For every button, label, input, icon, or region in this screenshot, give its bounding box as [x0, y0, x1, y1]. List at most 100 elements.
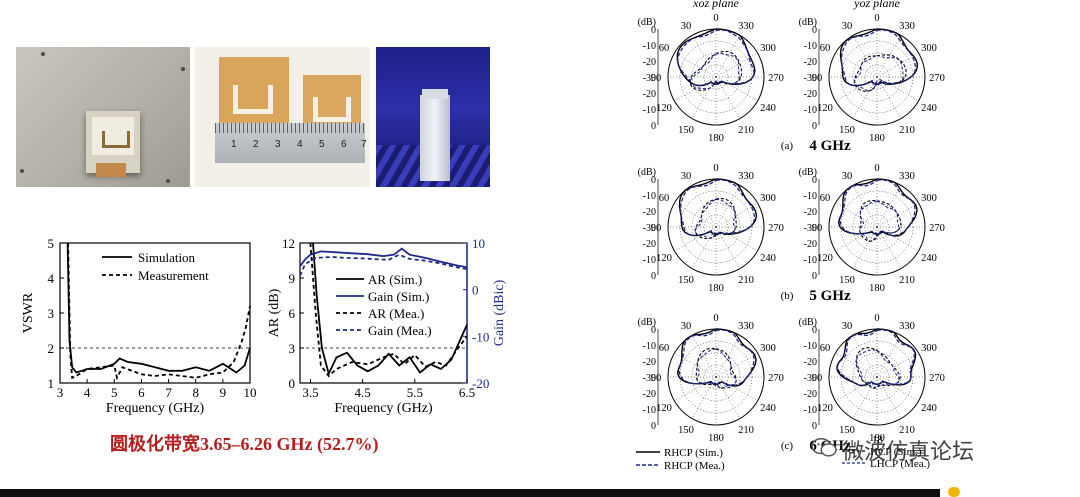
vswr-y-tick-label: 5: [48, 236, 55, 251]
polar-angle-label: 0: [874, 13, 879, 24]
polar-grid-circle: [840, 40, 914, 114]
polar-plot: 03303002702402101801501209060300-10-20-3…: [638, 163, 784, 294]
polar-spoke: [715, 376, 741, 419]
polar-angle-label: 330: [899, 171, 915, 182]
polar-spoke: [876, 226, 919, 252]
rhcp-sim-curve: [676, 28, 756, 87]
polar-grid-circle: [864, 64, 890, 90]
polar-grid-circle: [703, 214, 729, 240]
polar-grid-circle: [679, 190, 753, 264]
polar-angle-label: 330: [738, 171, 754, 182]
ar-series-line: [312, 242, 468, 377]
polar-radial-tick-label: -10: [804, 105, 817, 116]
polar-radial-tick-label: -20: [643, 357, 656, 368]
vswr-series-measurement: [67, 242, 251, 381]
polar-radial-tick-label: 0: [812, 271, 817, 282]
polar-radial-tick-label: -20: [643, 239, 656, 250]
polar-grid-circle: [667, 178, 765, 276]
polar-spoke: [674, 76, 717, 102]
mounting-hole: [20, 169, 24, 173]
polar-angle-label: 240: [760, 403, 776, 414]
vswr-x-tick-label: 10: [244, 385, 257, 400]
polar-radial-tick-label: -20: [643, 57, 656, 68]
polar-radial-tick-label: -30: [804, 373, 817, 384]
antenna-under-test: [422, 89, 448, 99]
polar-angle-label: 270: [929, 373, 945, 384]
polar-angle-label: 180: [708, 133, 724, 144]
polar-radial-tick-label: -10: [643, 255, 656, 266]
polar-angle-label: 60: [659, 193, 670, 204]
rhcp-sim-curve: [836, 328, 917, 387]
polar-radial-tick-label: 0: [812, 121, 817, 132]
polar-radial-tick-label: -30: [643, 223, 656, 234]
ar-x-tick-label: 3.5: [302, 385, 318, 400]
polar-angle-label: 300: [921, 193, 937, 204]
polar-radial-tick-label: 0: [812, 175, 817, 186]
polar-angle-label: 60: [820, 193, 831, 204]
polar-spoke: [852, 35, 878, 78]
vswr-series-simulation: [66, 242, 251, 374]
polar-spoke: [691, 185, 717, 228]
polar-spoke: [852, 185, 878, 228]
vswr-x-tick-label: 4: [84, 385, 91, 400]
polar-angle-label: 210: [899, 125, 915, 136]
vswr-legend-label: Measurement: [138, 268, 209, 283]
ar-legend-label: AR (Sim.): [368, 272, 422, 287]
rhcp-sim-curve: [678, 178, 758, 237]
ruler-number: 7: [361, 139, 367, 150]
polar-radial-tick-label: -10: [643, 105, 656, 116]
polar-angle-label: 300: [921, 343, 937, 354]
polar-spoke: [691, 76, 717, 119]
polar-grid-circle: [703, 64, 729, 90]
lhcp-mea-curve: [696, 348, 737, 389]
polar-radial-tick-label: 0: [812, 421, 817, 432]
pcb-slot: [313, 97, 351, 122]
polar-spoke: [691, 35, 717, 78]
polar-spoke: [715, 76, 741, 119]
polar-radial-tick-label: -10: [643, 341, 656, 352]
polar-angle-label: 300: [921, 43, 937, 54]
polar-angle-label: 240: [760, 103, 776, 114]
vswr-x-tick-label: 5: [111, 385, 118, 400]
polar-spoke: [876, 185, 902, 228]
pcb-with-ruler-photo: 1 2 3 4 5 6 7: [195, 47, 370, 187]
polar-angle-label: 60: [659, 343, 670, 354]
polar-spoke: [852, 335, 878, 378]
polar-legend-label: RHCP (Mea.): [664, 460, 725, 472]
polar-radial-tick-label: -10: [643, 191, 656, 202]
rhcp-mea-curve: [679, 179, 756, 237]
polar-angle-label: 210: [899, 275, 915, 286]
polar-angle-label: 0: [713, 13, 718, 24]
ar-plot-frame: [299, 242, 468, 384]
polar-spoke: [876, 35, 902, 78]
polar-grid-circle: [840, 340, 914, 414]
polar-angle-label: 30: [681, 171, 692, 182]
polar-radial-tick-label: -30: [643, 373, 656, 384]
polar-spoke: [876, 76, 902, 119]
polar-column-title: xoz plane: [692, 0, 739, 10]
polar-spoke: [876, 202, 919, 228]
polar-grid-circle: [703, 364, 729, 390]
polar-grid-circle: [852, 52, 902, 102]
lhcp-sim-curve: [695, 347, 737, 389]
polar-spoke: [715, 185, 741, 228]
polar-spoke: [715, 335, 741, 378]
polar-angle-label: 60: [820, 43, 831, 54]
ar-series-line: [299, 253, 468, 277]
polar-angle-label: 300: [760, 193, 776, 204]
ar-legend-label: Gain (Mea.): [368, 323, 432, 338]
polar-angle-label: 210: [738, 275, 754, 286]
polar-spoke: [674, 226, 717, 252]
polar-angle-label: 90: [812, 223, 823, 234]
bottom-bar: [0, 489, 940, 497]
polar-radial-tick-label: -10: [804, 341, 817, 352]
polar-spoke: [876, 52, 919, 78]
polar-grid-circle: [828, 328, 926, 426]
polar-radial-tick-label: -20: [804, 207, 817, 218]
polar-angle-label: 210: [738, 125, 754, 136]
anechoic-chamber-photo: [376, 47, 490, 187]
bandwidth-caption: 圆极化带宽3.65–6.26 GHz (52.7%): [110, 434, 379, 454]
polar-angle-label: 90: [651, 373, 662, 384]
vswr-y-axis-label: VSWR: [21, 292, 36, 333]
polar-radial-tick-label: -20: [643, 207, 656, 218]
